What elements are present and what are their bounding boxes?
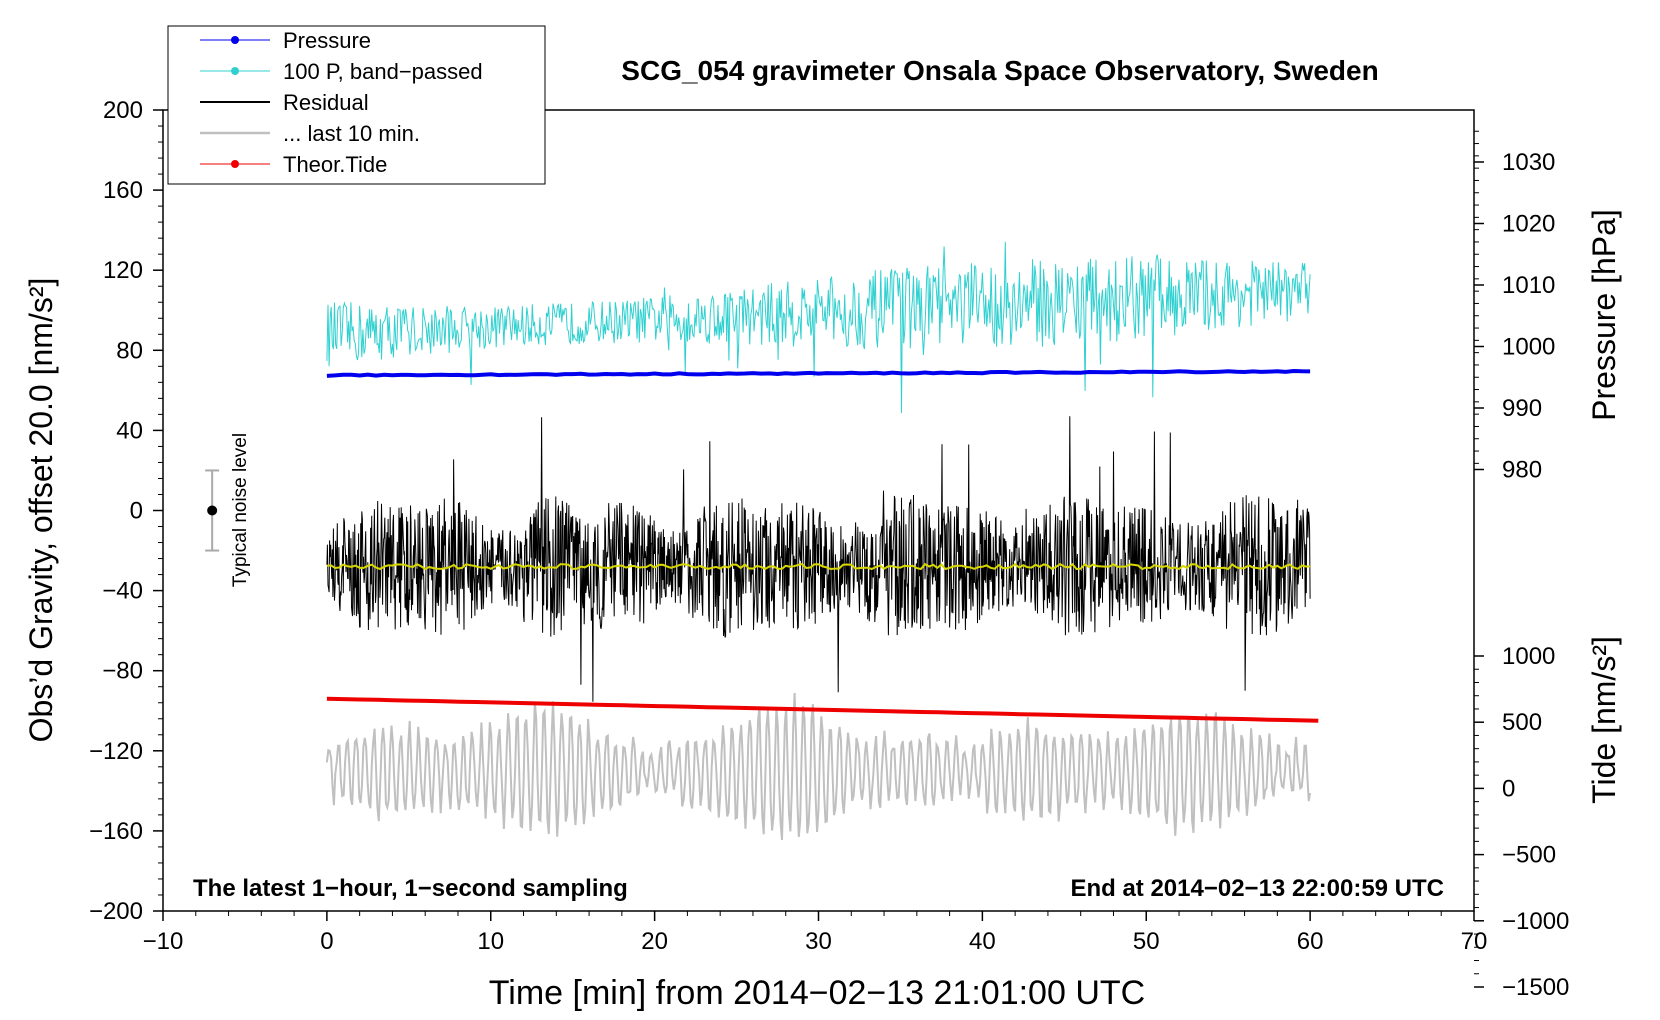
- legend-label-pressure: Pressure: [283, 28, 371, 53]
- noise-level-label: Typical noise level: [230, 433, 251, 587]
- tide-tick-label: −500: [1502, 842, 1556, 869]
- tide-tick-label: 1000: [1502, 643, 1555, 670]
- y-axis-label-tide: Tide [nm/s²]: [1586, 636, 1622, 804]
- pressure-line: [326, 368, 1311, 378]
- pressure-tick-label: 1000: [1502, 334, 1555, 361]
- tide-tick-label: 500: [1502, 709, 1542, 736]
- tide-line: [326, 696, 1319, 723]
- legend-item-pressure: Pressure: [200, 28, 371, 53]
- x-axis-label: Time [min] from 2014−02−13 21:01:00 UTC: [489, 974, 1145, 1012]
- x-tick-label: 40: [969, 928, 996, 955]
- y-tick-label: 200: [103, 97, 143, 124]
- pressure-tick-label: 1030: [1502, 149, 1555, 176]
- residual-mean-line: [326, 562, 1311, 571]
- pressure-tick-label: 990: [1502, 395, 1542, 422]
- y-tick-label: 40: [116, 417, 143, 444]
- ticks-layer: −10 0 10 20 30 40 50 60 7020016012080400−40−80−1…: [89, 97, 1569, 1001]
- legend-label-residual: Residual: [283, 90, 369, 115]
- x-tick-label: −10: [143, 928, 184, 955]
- legend-item-residual: Residual: [200, 90, 369, 115]
- last10-line: [325, 692, 1312, 841]
- legend-marker-pressure: [231, 36, 239, 44]
- pressure-tick-label: 980: [1502, 457, 1542, 484]
- end-time-note: End at 2014−02−13 22:00:59 UTC: [1070, 875, 1444, 902]
- legend-marker-bandpassed: [231, 67, 239, 75]
- y-tick-label: −200: [89, 898, 143, 925]
- x-tick-label: 0: [320, 928, 333, 955]
- tide-tick-label: −1000: [1502, 908, 1569, 935]
- legend-item-bandpassed: 100 P, band−passed: [200, 59, 483, 84]
- y-tick-label: −160: [89, 818, 143, 845]
- y-tick-label: 160: [103, 177, 143, 204]
- residual-line: [326, 416, 1311, 702]
- y-tick-label: −40: [102, 578, 143, 605]
- noise-bar: [205, 469, 220, 552]
- y-tick-label: −80: [102, 658, 143, 685]
- y-tick-label: 0: [130, 498, 143, 525]
- tide-tick-label: 0: [1502, 775, 1515, 802]
- legend: Pressure 100 P, band−passed Residual ...…: [167, 25, 546, 185]
- x-tick-label: 50: [1133, 928, 1160, 955]
- legend-label-last10: ... last 10 min.: [283, 121, 420, 146]
- legend-item-last10: ... last 10 min.: [200, 121, 420, 146]
- x-tick-label: 30: [805, 928, 832, 955]
- tide-tick-label: −1500: [1502, 974, 1569, 1001]
- pressure-tick-label: 1010: [1502, 272, 1555, 299]
- y-tick-label: 80: [116, 337, 143, 364]
- x-tick-label: 60: [1297, 928, 1324, 955]
- legend-label-tide: Theor.Tide: [283, 152, 387, 177]
- y-axis-label-pressure: Pressure [hPa]: [1586, 209, 1622, 421]
- y-axis-label-left: Obs’d Gravity, offset 20.0 [nm/s²]: [23, 278, 59, 743]
- legend-label-bandpassed: 100 P, band−passed: [283, 59, 483, 84]
- series-layer: [325, 241, 1319, 841]
- pressure-tick-label: 1020: [1502, 211, 1555, 238]
- sampling-note: The latest 1−hour, 1−second sampling: [193, 875, 628, 902]
- bandpassed-line: [326, 241, 1311, 413]
- x-tick-label: 70: [1461, 928, 1488, 955]
- legend-box: [167, 25, 546, 185]
- y-tick-label: −120: [89, 738, 143, 765]
- x-tick-label: 20: [641, 928, 668, 955]
- legend-marker-tide: [231, 160, 239, 168]
- y-tick-label: 120: [103, 257, 143, 284]
- chart-title: SCG_054 gravimeter Onsala Space Observat…: [621, 55, 1378, 86]
- noise-bar-dot: [207, 505, 218, 516]
- legend-item-tide: Theor.Tide: [200, 152, 387, 177]
- x-tick-label: 10: [477, 928, 504, 955]
